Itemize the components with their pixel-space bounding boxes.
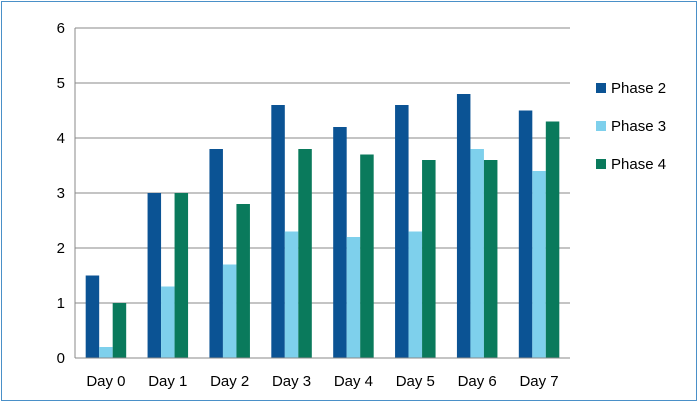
x-tick-label: Day 1 [148,373,187,390]
bar-phase-3-day-1 [161,286,175,358]
x-tick-label: Day 0 [86,373,125,390]
legend: Phase 2 Phase 3 Phase 4 [596,80,666,173]
x-tick-label: Day 3 [272,373,311,390]
bar-phase-4-day-1 [174,193,189,358]
x-tick-label: Day 2 [210,373,249,390]
x-tick-label: Day 4 [334,373,373,390]
y-axis-ticks: 0 1 2 3 4 5 6 [57,20,65,367]
x-tick-label: Day 5 [396,373,435,390]
bar-phase-4-day-7 [545,121,560,358]
axes [74,28,570,359]
y-tick-label: 1 [57,295,65,312]
legend-label: Phase 3 [611,118,666,135]
legend-swatch [596,121,606,131]
bar-phase-4-day-5 [422,160,436,358]
y-tick-label: 5 [57,75,65,92]
bar-phase-4-day-0 [112,303,127,358]
legend-swatch [596,159,606,169]
y-tick-label: 0 [57,350,65,367]
legend-label: Phase 4 [611,156,666,173]
bar-phase-2-day-1 [147,193,162,358]
legend-label: Phase 2 [611,80,666,97]
x-tick-label: Day 7 [519,373,558,390]
bar-phase-4-day-6 [483,160,498,358]
bars [85,94,560,358]
y-tick-label: 6 [57,20,65,37]
bar-phase-4-day-4 [360,154,374,358]
bar-phase-4-day-2 [236,204,250,358]
x-axis-ticks: Day 0 Day 1 Day 2 Day 3 Day 4 Day 5 Day 6 Day 7 [86,373,558,390]
bar-phase-3-day-6 [470,149,484,358]
bar-phase-2-day-2 [209,149,223,358]
bar-phase-3-day-2 [222,264,237,358]
bar-phase-4-day-3 [298,149,312,358]
y-tick-label: 2 [57,240,65,257]
bar-phase-2-day-5 [395,105,409,358]
bar-phase-2-day-4 [333,127,347,358]
bar-phase-2-day-0 [85,275,100,358]
x-tick-label: Day 6 [458,373,497,390]
bar-phase-2-day-3 [271,105,285,358]
bar-phase-2-day-7 [518,110,533,358]
legend-swatch [596,83,606,93]
y-tick-label: 4 [57,130,65,147]
y-tick-label: 3 [57,185,65,202]
bar-phase-3-day-4 [346,237,361,358]
bar-phase-3-day-3 [284,231,299,358]
bar-phase-2-day-6 [456,94,471,358]
bar-phase-3-day-0 [99,347,113,358]
bar-phase-3-day-5 [408,231,423,358]
bar-phase-3-day-7 [532,171,546,358]
